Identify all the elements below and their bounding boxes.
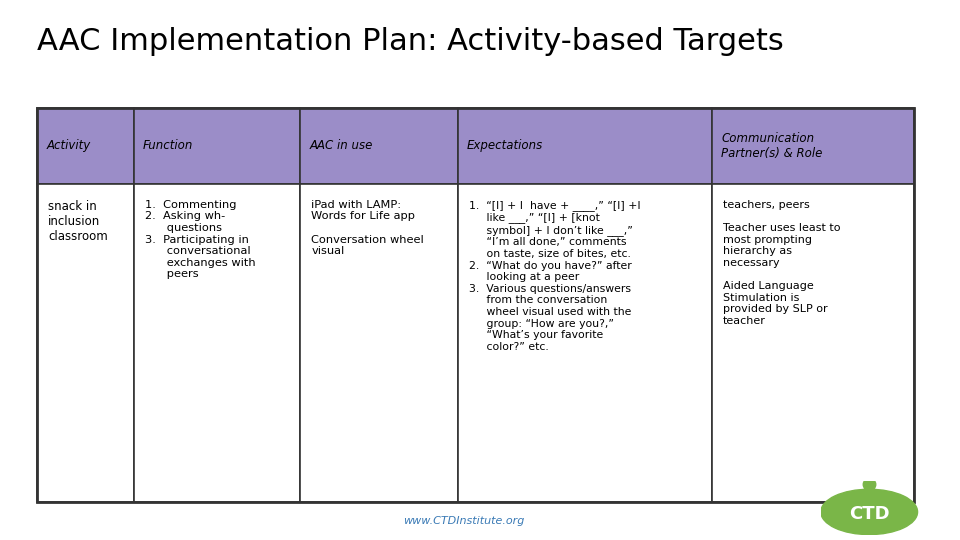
Text: 1.  “[I] + I  have + ____,” “[I] +I
     like ___,” “[I] + [knot
     symbol] + : 1. “[I] + I have + ____,” “[I] +I like _… [468,200,640,352]
FancyBboxPatch shape [133,108,300,184]
FancyBboxPatch shape [458,184,712,502]
FancyBboxPatch shape [458,108,712,184]
Text: teachers, peers

Teacher uses least to
most prompting
hierarchy as
necessary

Ai: teachers, peers Teacher uses least to mo… [723,200,841,326]
Text: www.CTDInstitute.org: www.CTDInstitute.org [403,516,524,526]
Text: 1.  Commenting
2.  Asking wh-
      questions
3.  Participating in
      convers: 1. Commenting 2. Asking wh- questions 3.… [145,200,255,279]
Text: Function: Function [143,139,193,152]
FancyBboxPatch shape [300,108,458,184]
Text: Expectations: Expectations [468,139,543,152]
Text: iPad with LAMP:
Words for Life app

Conversation wheel
visual: iPad with LAMP: Words for Life app Conve… [311,200,424,256]
Text: AAC Implementation Plan: Activity-based Targets: AAC Implementation Plan: Activity-based … [37,27,784,56]
Text: snack in
inclusion
classroom: snack in inclusion classroom [48,200,108,243]
FancyBboxPatch shape [712,184,914,502]
FancyBboxPatch shape [37,184,133,502]
Text: AAC in use: AAC in use [309,139,372,152]
Text: Communication
Partner(s) & Role: Communication Partner(s) & Role [721,132,823,160]
FancyBboxPatch shape [133,184,300,502]
FancyBboxPatch shape [37,108,133,184]
FancyBboxPatch shape [300,184,458,502]
Circle shape [821,489,918,535]
FancyBboxPatch shape [712,108,914,184]
Text: CTD: CTD [849,505,890,523]
Text: Activity: Activity [46,139,90,152]
